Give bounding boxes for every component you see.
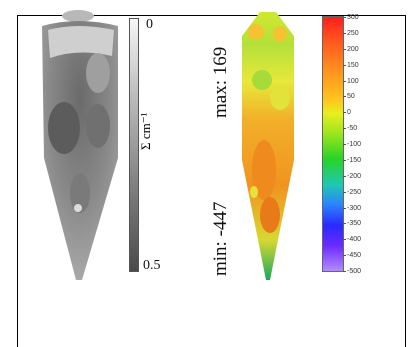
color-scale-tick: -250 xyxy=(342,188,362,196)
color-scale-tick: -450 xyxy=(342,252,362,260)
min-value-label: min: -447 xyxy=(210,201,231,276)
color-scale-tick: 50 xyxy=(343,93,355,101)
color-scale-tick: -400 xyxy=(342,236,362,244)
color-scale-bar xyxy=(322,16,344,272)
color-scale-tick: -300 xyxy=(342,204,362,212)
color-scale-tick: 250 xyxy=(343,29,359,37)
color-scale-tick: -100 xyxy=(342,141,362,148)
color-scale-tick: -350 xyxy=(342,220,362,228)
color-scale-tick: 200 xyxy=(343,45,359,53)
grayscale-scale-bottom: 0.5 xyxy=(143,258,161,273)
color-scale-tick: 150 xyxy=(343,61,359,69)
figure-frame xyxy=(17,15,406,347)
color-scale-tick: -150 xyxy=(342,156,362,164)
color-scale-tick: 300 xyxy=(343,14,359,21)
grayscale-unit-label: Σ cm⁻¹ xyxy=(138,112,153,150)
color-scale-tick: -500 xyxy=(342,268,362,275)
color-scale-tick: 0 xyxy=(343,109,351,117)
color-difference-map xyxy=(242,12,294,280)
color-scale-tick: -200 xyxy=(342,172,362,180)
grayscale-colorbar xyxy=(129,18,139,272)
grayscale-attenuation-map xyxy=(42,10,118,280)
max-value-label: max: 169 xyxy=(210,46,231,118)
color-scale-tick: 100 xyxy=(343,77,359,85)
grayscale-scale-top: 0 xyxy=(146,17,153,32)
color-scale-tick: -50 xyxy=(342,125,358,133)
